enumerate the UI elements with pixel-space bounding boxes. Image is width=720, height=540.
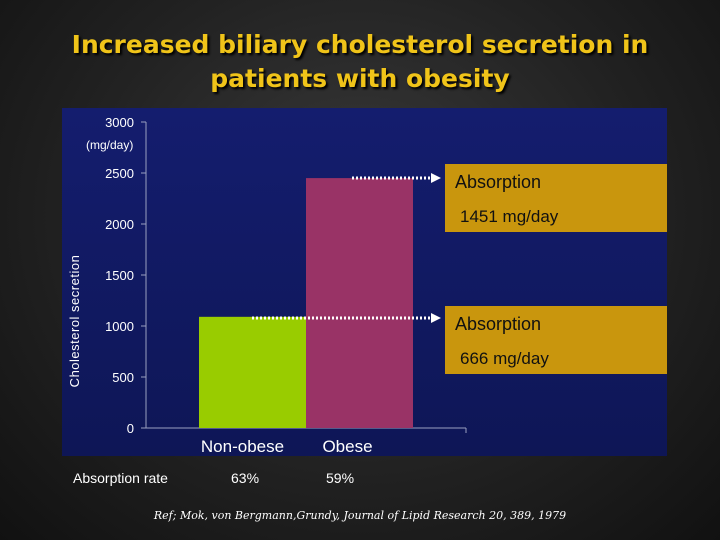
y-tick-label: 500	[112, 370, 134, 385]
bar-obese	[306, 178, 413, 428]
category-label: Non-obese	[201, 437, 284, 456]
callout-arrows	[252, 173, 441, 323]
callout-title: Absorption	[455, 172, 542, 192]
slide-title: Increased biliary cholesterol secretion …	[0, 28, 720, 96]
absorption-rate-non-obese: 63%	[231, 470, 260, 486]
bar-non-obese	[199, 316, 306, 428]
absorption-callout-obese: Absorption 1451 mg/day	[445, 164, 667, 232]
callout-arrowhead	[431, 313, 441, 323]
reference-citation: Ref; Mok, von Bergmann,Grundy, Journal o…	[153, 509, 567, 522]
absorption-callout-non-obese: Absorption 666 mg/day	[445, 306, 667, 374]
bars	[199, 178, 413, 428]
absorption-rate-label: Absorption rate	[73, 470, 168, 486]
title-line-2: patients with obesity	[210, 64, 510, 93]
callout-title: Absorption	[455, 314, 542, 334]
callout-value: 666 mg/day	[460, 349, 549, 368]
category-labels: Non-obese Obese	[201, 437, 373, 456]
y-tick-label: 2500	[105, 166, 134, 181]
callout-value: 1451 mg/day	[460, 207, 559, 226]
y-axis-unit: (mg/day)	[86, 138, 133, 152]
bar-chart: (mg/day) Cholesterol secretion 0 500 1000 1…	[67, 115, 467, 456]
y-axis-title: Cholesterol secretion	[67, 255, 82, 388]
absorption-rate-obese: 59%	[326, 470, 355, 486]
y-tick-label: 1000	[105, 319, 134, 334]
y-tick-label: 0	[127, 421, 134, 436]
title-line-1: Increased biliary cholesterol secretion …	[71, 30, 649, 59]
y-tick-label: 2000	[105, 217, 134, 232]
y-tick-label: 1500	[105, 268, 134, 283]
category-label: Obese	[322, 437, 372, 456]
y-tick-label: 3000	[105, 115, 134, 130]
chart-panel: (mg/day) Cholesterol secretion 0 500 1000 1…	[62, 108, 667, 456]
callout-arrowhead	[431, 173, 441, 183]
